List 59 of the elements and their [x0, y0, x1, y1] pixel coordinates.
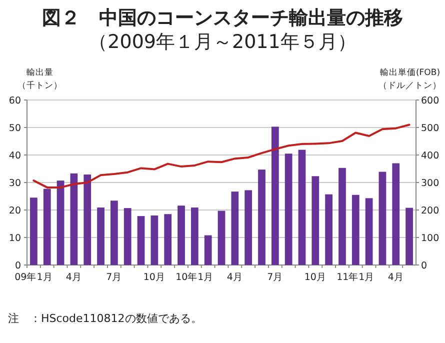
bar	[392, 163, 400, 265]
y2-tick-label: 0	[421, 260, 428, 272]
x-tick-label: 10月	[143, 272, 166, 283]
y2-tick-label: 300	[421, 178, 440, 189]
bar	[137, 216, 145, 265]
y2-tick-label: 500	[421, 123, 440, 134]
text: 注 ：HScode110812の数値である。	[8, 312, 202, 325]
bar	[97, 208, 104, 265]
x-tick-label: 10年1月	[176, 271, 214, 283]
bar	[352, 194, 360, 265]
y2-axis-title: 輸出単価(FOB)（ドル／トン）	[378, 67, 442, 91]
bar	[378, 172, 386, 265]
line-series	[32, 124, 410, 188]
bar	[258, 170, 266, 265]
bar	[312, 176, 320, 265]
bar	[30, 198, 38, 265]
chart-title: 図２ 中国のコーンスターチ輸出量の推移	[42, 7, 403, 29]
y-tick-label: 30	[8, 178, 21, 189]
bar	[298, 150, 306, 265]
x-tick-label: 11年1月	[336, 271, 375, 283]
y-tick-label: 60	[8, 96, 21, 106]
bar	[190, 208, 198, 265]
bar	[204, 235, 212, 265]
bar	[84, 174, 92, 265]
y2-tick-label: 200	[421, 206, 440, 216]
bar	[284, 154, 292, 265]
x-tick-label: 10月	[304, 272, 326, 283]
y-tick-label: 40	[8, 150, 21, 162]
bar	[406, 208, 413, 265]
x-tick-label: 7月	[106, 272, 122, 283]
x-tick-label: 4月	[226, 272, 243, 283]
bar	[325, 194, 332, 265]
bar	[365, 198, 373, 265]
bar	[231, 192, 239, 265]
y-tick-label: 50	[8, 123, 21, 134]
y-tick-label: 20	[8, 206, 21, 216]
bar	[338, 168, 346, 265]
bar	[43, 188, 51, 265]
y2-tick-label: 400	[421, 150, 440, 162]
bar	[164, 214, 172, 265]
x-tick-label: 7月	[267, 272, 284, 283]
bar	[178, 206, 185, 265]
bar	[218, 210, 226, 265]
x-tick-label: 4月	[66, 272, 82, 283]
bar	[124, 208, 132, 265]
bar	[244, 190, 252, 265]
y2-tick-label: 100	[421, 233, 440, 244]
y2-tick-label: 600	[421, 96, 440, 106]
x-tick-label: 09年1月	[14, 271, 53, 283]
chart-subtitle: （2009年１月～2011年５月）	[88, 31, 356, 53]
bar	[56, 180, 64, 265]
x-tick-label: 4月	[388, 272, 404, 283]
bar	[150, 216, 158, 265]
y-tick-label: 0	[14, 260, 21, 272]
bar	[70, 173, 78, 265]
y-tick-label: 10	[8, 233, 21, 244]
bar	[271, 126, 279, 265]
y-axis-title: 輸出量（千トン）	[18, 67, 62, 91]
bar	[110, 200, 118, 265]
